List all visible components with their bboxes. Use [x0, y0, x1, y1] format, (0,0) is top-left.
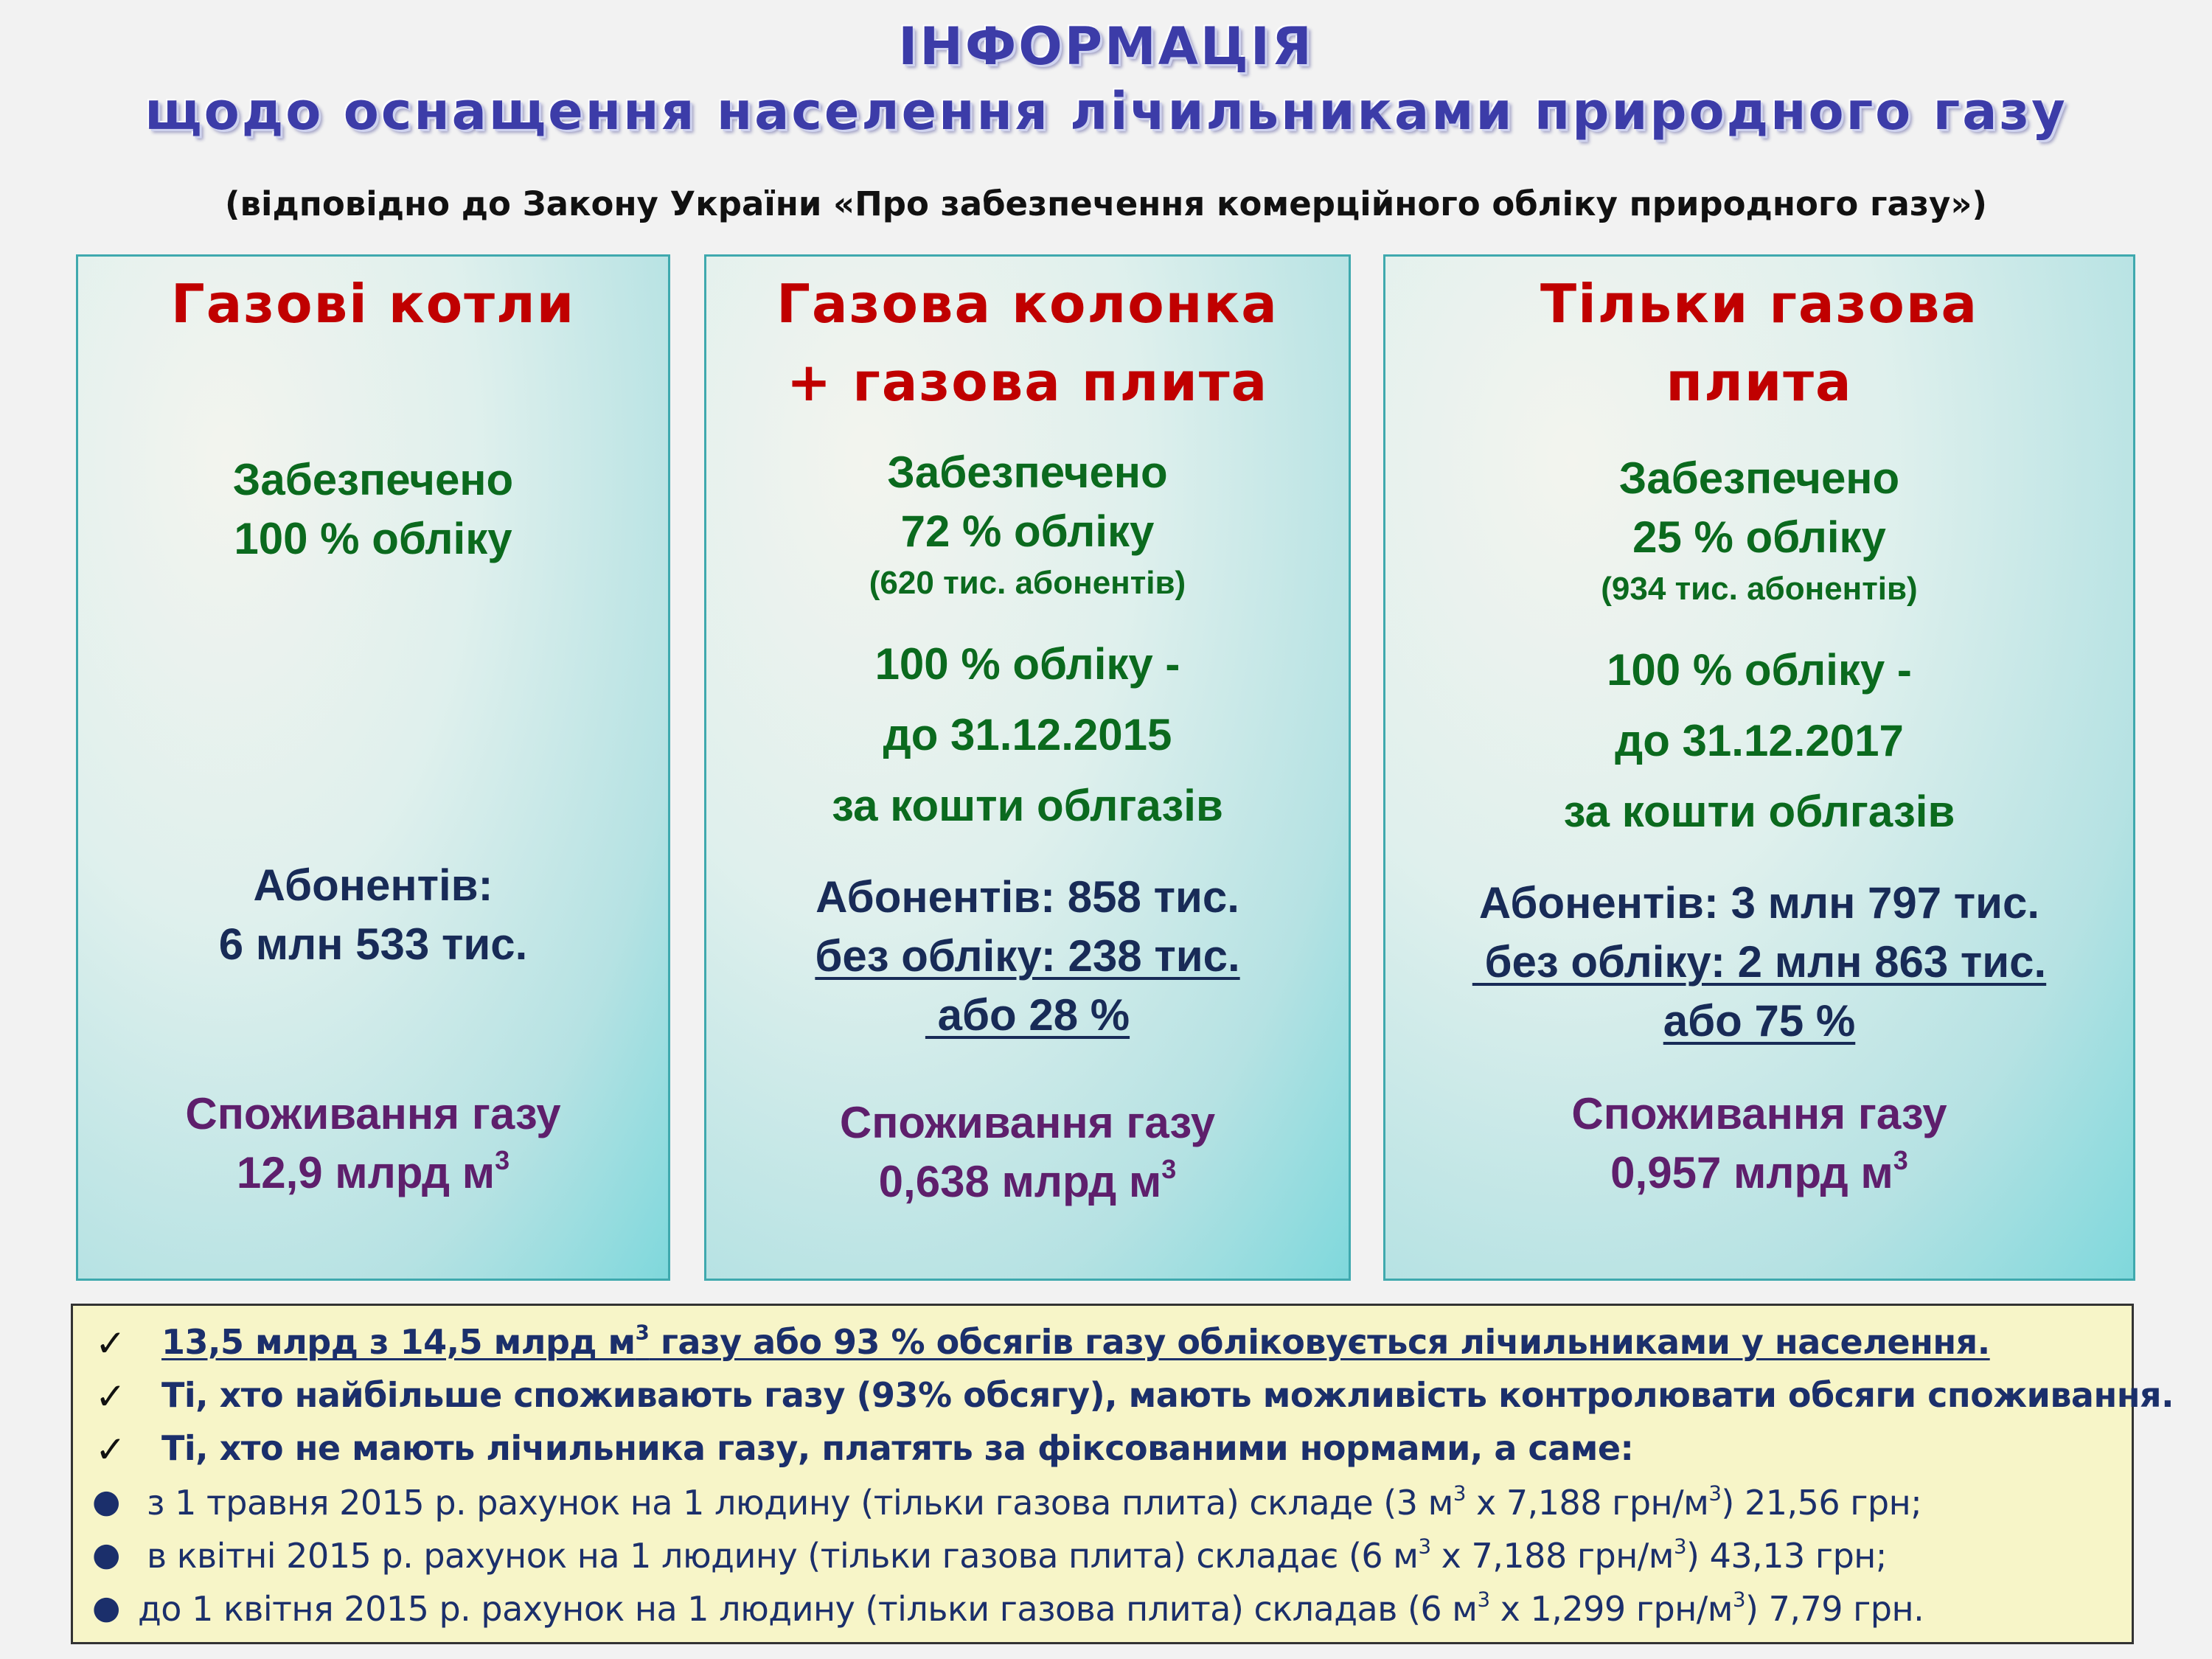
panel-title-line2: плита — [1666, 351, 1853, 413]
panel-title: Газові котли — [170, 273, 576, 335]
without-meter-line: без обліку: 238 тис. — [815, 931, 1240, 981]
provided-value: 72 % обліку — [900, 507, 1155, 556]
bullet-icon: ● — [92, 1536, 121, 1573]
panel-title-line2: + газова плита — [786, 351, 1269, 413]
bullet-icon: ● — [92, 1589, 121, 1627]
note-text: 13,5 млрд з 14,5 млрд м3 газу або 93 % о… — [161, 1320, 1990, 1362]
provided-label: Забезпечено — [232, 455, 514, 504]
without-meter-percent: або 28 % — [925, 990, 1130, 1040]
check-icon: ✓ — [95, 1428, 126, 1471]
provided-note: (620 тис. абонентів) — [869, 565, 1186, 601]
consumption-value: 0,638 млрд м3 — [878, 1153, 1177, 1206]
consumption-label: Споживання газу — [1571, 1089, 1947, 1138]
check-icon: ✓ — [95, 1322, 126, 1365]
note-text: з 1 травня 2015 р. рахунок на 1 людину (… — [147, 1481, 1922, 1523]
consumption-label: Споживання газу — [839, 1098, 1216, 1147]
plan-line1: 100 % обліку - — [1607, 645, 1912, 695]
consumption-value: 0,957 млрд м3 — [1610, 1144, 1908, 1197]
consumption-value: 12,9 млрд м3 — [236, 1144, 510, 1197]
plan-line2: до 31.12.2015 — [883, 710, 1172, 759]
without-meter-percent: або 75 % — [1663, 996, 1856, 1046]
law-reference: (відповідно до Закону України «Про забез… — [224, 184, 1987, 223]
subscribers-line: Абонентів: 3 млн 797 тис. — [1478, 878, 2040, 928]
check-icon: ✓ — [95, 1375, 126, 1418]
panel-gas-boilers: Газові котли Забезпечено 100 % обліку Аб… — [76, 254, 670, 1281]
bullet-icon: ● — [92, 1483, 121, 1520]
note-text: Ті, хто найбільше споживають газу (93% о… — [161, 1375, 2174, 1415]
subscribers-label: Абонентів: — [253, 860, 493, 910]
panel-water-heater-and-stove: Газова колонка + газова плита Забезпечен… — [704, 254, 1351, 1281]
plan-line2: до 31.12.2017 — [1615, 716, 1904, 765]
provided-note: (934 тис. абонентів) — [1601, 571, 1918, 607]
provided-value: 100 % обліку — [234, 514, 512, 563]
plan-line1: 100 % обліку - — [874, 639, 1180, 689]
note-text: Ті, хто не мають лічильника газу, платят… — [161, 1428, 1634, 1468]
page-title: ІНФОРМАЦІЯ — [898, 16, 1314, 77]
panel-title-line1: Тільки газова — [1540, 273, 1979, 335]
plan-line3: за кошти облгазів — [832, 781, 1223, 830]
panel-stove-only: Тільки газова плита Забезпечено 25 % обл… — [1383, 254, 2135, 1281]
provided-value: 25 % обліку — [1632, 512, 1886, 562]
page-subtitle: щодо оснащення населення лічильниками пр… — [145, 81, 2067, 142]
consumption-label: Споживання газу — [185, 1089, 561, 1138]
provided-label: Забезпечено — [1618, 453, 1900, 503]
subscribers-line: Абонентів: 858 тис. — [815, 872, 1239, 922]
note-text: в квітні 2015 р. рахунок на 1 людину (ті… — [147, 1534, 1887, 1576]
subscribers-value: 6 млн 533 тис. — [218, 919, 528, 969]
plan-line3: за кошти облгазів — [1563, 787, 1955, 836]
note-text: до 1 квітня 2015 р. рахунок на 1 людину … — [138, 1587, 1924, 1629]
provided-label: Забезпечено — [887, 448, 1168, 497]
summary-notes: ✓ 13,5 млрд з 14,5 млрд м3 газу або 93 %… — [71, 1304, 2174, 1644]
panel-title-line1: Газова колонка — [776, 273, 1279, 335]
without-meter-line: без обліку: 2 млн 863 тис. — [1472, 937, 2047, 987]
